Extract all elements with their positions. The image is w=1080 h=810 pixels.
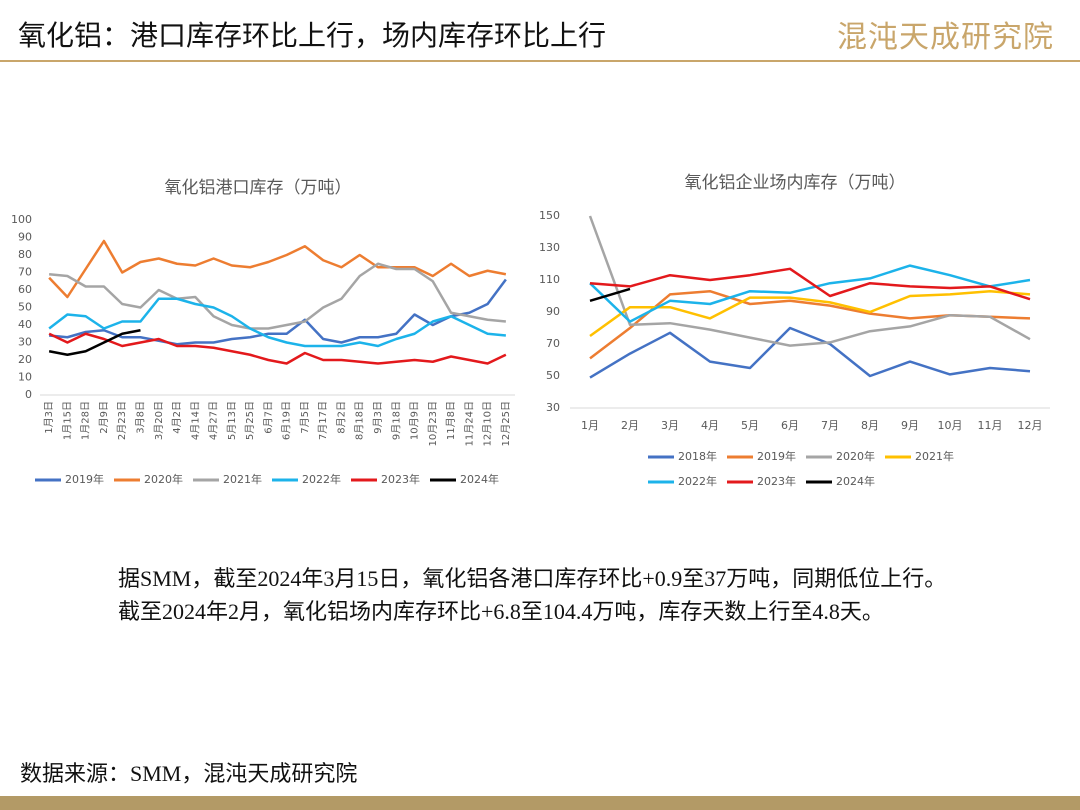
chart-title: 氧化铝企业场内库存（万吨）: [685, 173, 906, 193]
x-tick-label: 2月23日: [116, 401, 128, 440]
x-tick-label: 9月18日: [390, 401, 402, 440]
legend-label: 2022年: [302, 472, 341, 486]
legend-label: 2019年: [65, 472, 104, 486]
x-tick-label: 6月: [781, 419, 799, 432]
x-tick-label: 7月: [821, 419, 839, 432]
y-tick-label: 0: [25, 388, 32, 401]
y-tick-label: 100: [11, 213, 32, 226]
y-tick-label: 50: [18, 301, 32, 314]
series-line: [48, 332, 507, 365]
series-line: [589, 287, 631, 302]
chart-title: 氧化铝港口库存（万吨）: [165, 178, 352, 198]
x-tick-label: 11月: [978, 419, 1003, 432]
series-line: [589, 326, 1031, 379]
legend-label: 2021年: [223, 472, 262, 486]
x-tick-label: 11月8日: [445, 401, 457, 440]
series-line: [589, 289, 1031, 338]
x-tick-label: 9月3日: [372, 401, 384, 434]
y-tick-label: 30: [546, 401, 560, 414]
x-tick-label: 9月: [901, 419, 919, 432]
x-tick-label: 12月: [1018, 419, 1043, 432]
y-tick-label: 90: [546, 305, 560, 318]
x-tick-label: 5月13日: [226, 401, 238, 440]
slide-title: 氧化铝：港口库存环比上行，场内库存环比上行: [18, 21, 607, 52]
y-tick-label: 70: [18, 266, 32, 279]
legend-label: 2020年: [144, 472, 183, 486]
x-tick-label: 6月7日: [262, 401, 274, 434]
y-tick-label: 150: [539, 209, 560, 222]
series-line: [49, 262, 506, 330]
x-tick-label: 5月: [741, 419, 759, 432]
x-tick-label: 6月19日: [281, 401, 293, 440]
x-tick-label: 7月17日: [317, 401, 329, 440]
series-line: [48, 239, 507, 299]
legend-label: 2024年: [836, 474, 875, 488]
legend-label: 2019年: [757, 449, 796, 463]
series-line: [589, 267, 1031, 301]
legend-label: 2023年: [381, 472, 420, 486]
x-tick-label: 4月27日: [208, 401, 220, 440]
y-tick-label: 130: [539, 241, 560, 254]
x-tick-label: 4月: [701, 419, 719, 432]
header-rule: [0, 60, 1080, 62]
y-tick-label: 80: [18, 248, 32, 261]
body-text: 据SMM，截至2024年3月15日，氧化铝各港口库存环比+0.9至37万吨，同期…: [118, 566, 947, 624]
y-tick-label: 20: [18, 353, 32, 366]
legend-label: 2022年: [678, 474, 717, 488]
x-tick-label: 4月2日: [171, 401, 183, 434]
logo: 混沌天成研究院: [837, 21, 1054, 54]
y-tick-label: 60: [18, 283, 32, 296]
x-tick-label: 8月2日: [335, 401, 347, 434]
x-tick-label: 12月10日: [482, 401, 494, 446]
x-tick-label: 1月: [581, 419, 599, 432]
x-tick-label: 10月23日: [427, 401, 439, 446]
legend-label: 2021年: [915, 449, 954, 463]
y-tick-label: 30: [18, 336, 32, 349]
x-tick-label: 12月25日: [500, 401, 512, 446]
source: 数据来源：SMM，混沌天成研究院: [20, 761, 358, 786]
x-tick-label: 2月9日: [98, 401, 110, 434]
x-tick-label: 4月14日: [189, 401, 201, 440]
x-tick-label: 1月15日: [61, 401, 73, 440]
legend-label: 2024年: [460, 472, 499, 486]
x-tick-label: 1月28日: [80, 401, 92, 440]
series-line: [588, 215, 1031, 347]
x-tick-label: 10月9日: [409, 401, 421, 440]
x-tick-label: 3月8日: [134, 401, 146, 434]
legend-label: 2018年: [678, 449, 717, 463]
x-tick-label: 5月25日: [244, 401, 256, 440]
x-tick-label: 8月18日: [354, 401, 366, 440]
legend-label: 2023年: [757, 474, 796, 488]
x-tick-label: 3月: [661, 419, 679, 432]
legend-label: 2020年: [836, 449, 875, 463]
x-tick-label: 11月24日: [463, 401, 475, 446]
series-line: [48, 329, 141, 356]
footer-bar: [0, 796, 1080, 810]
x-tick-label: 3月20日: [153, 401, 165, 440]
y-tick-label: 90: [18, 231, 32, 244]
x-tick-label: 10月: [938, 419, 963, 432]
series-line: [48, 297, 506, 348]
y-tick-label: 10: [18, 371, 32, 384]
x-tick-label: 7月5日: [299, 401, 311, 434]
x-tick-label: 1月3日: [43, 401, 55, 434]
y-tick-label: 50: [546, 369, 560, 382]
y-tick-label: 110: [539, 273, 560, 286]
series-line: [589, 264, 1031, 323]
x-tick-label: 8月: [861, 419, 879, 432]
y-tick-label: 40: [18, 318, 32, 331]
x-tick-label: 2月: [621, 419, 639, 432]
y-tick-label: 70: [546, 337, 560, 350]
